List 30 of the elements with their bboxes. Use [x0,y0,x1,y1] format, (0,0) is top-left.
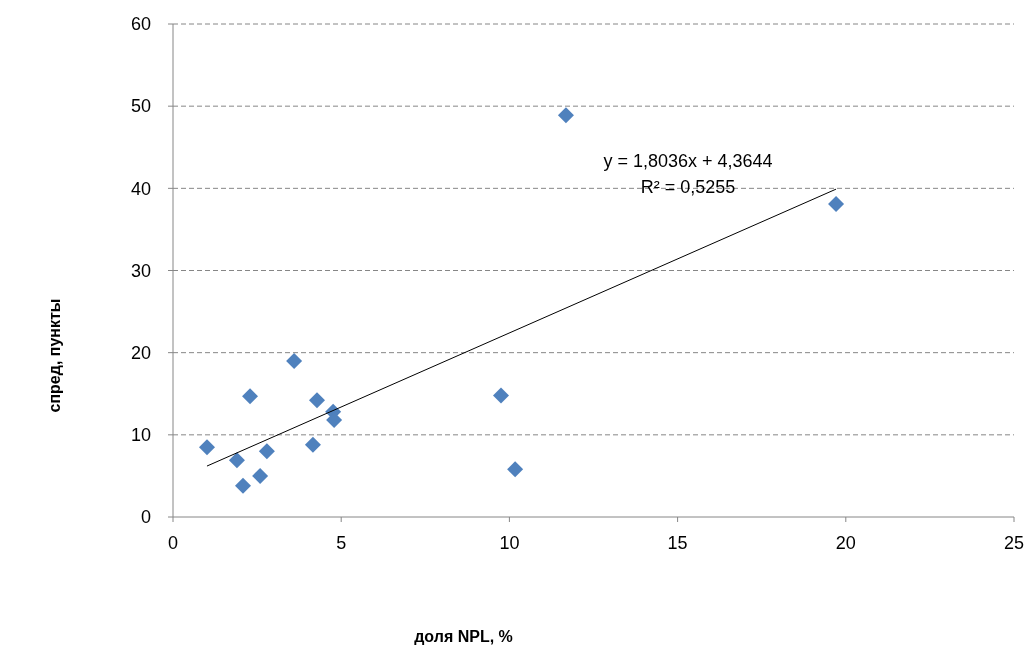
y-tick-label: 30 [130,260,151,281]
annotation: R² = 0,5255 [640,177,736,198]
x-tick-label: 0 [167,533,179,553]
x-axis-title: доля NPL, % [414,628,513,645]
point [308,392,325,409]
point [286,352,303,369]
point [228,452,245,469]
point [252,467,269,484]
x-tick-label: 20 [835,533,856,553]
y-tick-label: 0 [140,507,151,528]
point [198,439,215,456]
y-tick-label: 20 [130,342,151,363]
point [258,443,275,460]
point [828,195,845,212]
annotation: y = 1,8036x + 4,3644 [603,151,773,172]
point [304,436,321,453]
point [557,107,574,124]
x-tick-label: 25 [1003,533,1025,553]
point [242,388,259,405]
y-axis-title: спред, пункты [46,298,63,413]
x-tick-label: 10 [499,533,520,553]
y-tick-label: 50 [130,96,151,117]
y-tick-label: 10 [130,425,151,446]
x-tick-label: 15 [667,533,688,553]
point [507,461,524,478]
point [492,387,509,404]
x-tick-label: 5 [336,533,347,553]
y-tick-label: 40 [130,178,151,199]
y-tick-label: 60 [130,14,151,35]
point [234,477,251,494]
